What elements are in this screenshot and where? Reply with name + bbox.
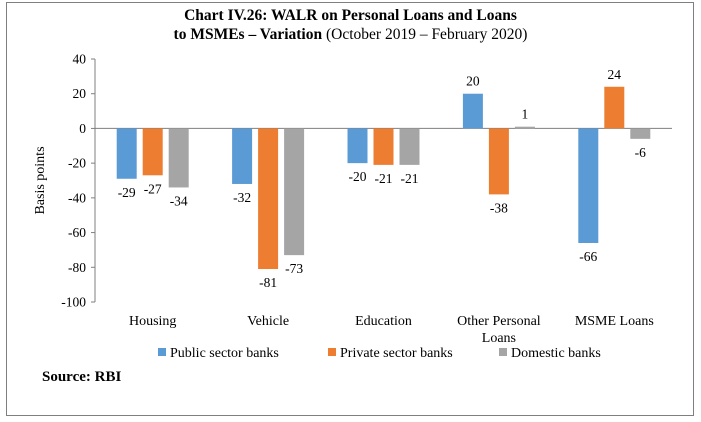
legend-swatch — [158, 348, 166, 356]
data-label: -81 — [259, 275, 277, 290]
bar-domestic — [284, 128, 305, 256]
bar-domestic — [168, 128, 189, 188]
bar-private — [373, 128, 394, 165]
source-note: Source: RBI — [42, 369, 122, 385]
legend-label: Domestic banks — [511, 346, 601, 361]
data-label: -29 — [118, 185, 136, 200]
y-tick-label: 20 — [73, 86, 87, 101]
bar-private — [604, 86, 625, 129]
bar-public — [347, 128, 368, 164]
legend-label: Public sector banks — [170, 346, 279, 361]
x-tick-label: Loans — [482, 331, 516, 346]
data-label: 24 — [608, 67, 622, 82]
chart-title-line1: Chart IV.26: WALR on Personal Loans and … — [184, 7, 517, 24]
data-label: -6 — [635, 145, 646, 160]
bar-public — [116, 128, 137, 179]
data-label: -21 — [401, 171, 419, 186]
x-tick-label: Housing — [129, 314, 176, 329]
data-label: -32 — [233, 190, 251, 205]
data-label: -21 — [375, 171, 393, 186]
x-tick-label: Other Personal — [457, 314, 541, 329]
x-tick-label: Vehicle — [247, 314, 289, 329]
bar-public — [462, 93, 483, 129]
data-label: -34 — [170, 193, 188, 208]
y-tick-label: -80 — [68, 260, 86, 275]
bar-private — [488, 128, 509, 195]
x-tick-label: Education — [355, 314, 412, 329]
legend-label: Private sector banks — [340, 346, 453, 361]
data-label: -73 — [285, 261, 303, 276]
x-tick-label: MSME Loans — [575, 314, 654, 329]
y-tick-label: 40 — [73, 52, 87, 67]
chart-title-line2: to MSMEs – Variation (October 2019 – Feb… — [0, 25, 701, 44]
data-label: -20 — [349, 169, 367, 184]
chart-title: Chart IV.26: WALR on Personal Loans and … — [0, 6, 701, 44]
bar-private — [258, 128, 279, 270]
y-tick-label: -60 — [68, 225, 86, 240]
bar-domestic — [399, 128, 420, 165]
data-label: -66 — [579, 249, 597, 264]
y-tick-label: 0 — [79, 121, 86, 136]
y-tick-label: -20 — [68, 156, 86, 171]
y-tick-label: -40 — [68, 190, 86, 205]
bar-public — [578, 128, 599, 243]
chart-title-line2-rest: (October 2019 – February 2020) — [322, 26, 528, 43]
bar-public — [232, 128, 253, 184]
y-axis-title: Basis points — [33, 146, 48, 214]
data-label: 20 — [466, 74, 480, 89]
legend-swatch — [499, 348, 507, 356]
legend-swatch — [328, 348, 336, 356]
bar-domestic — [514, 126, 535, 129]
bar-domestic — [630, 128, 651, 139]
data-label: -38 — [490, 200, 508, 215]
data-label: 1 — [522, 107, 529, 122]
chart-frame — [6, 2, 694, 416]
data-label: -27 — [144, 181, 162, 196]
bar-private — [142, 128, 163, 176]
y-tick-label: -100 — [61, 295, 86, 310]
chart-title-line2-bold: to MSMEs – Variation — [173, 26, 323, 43]
